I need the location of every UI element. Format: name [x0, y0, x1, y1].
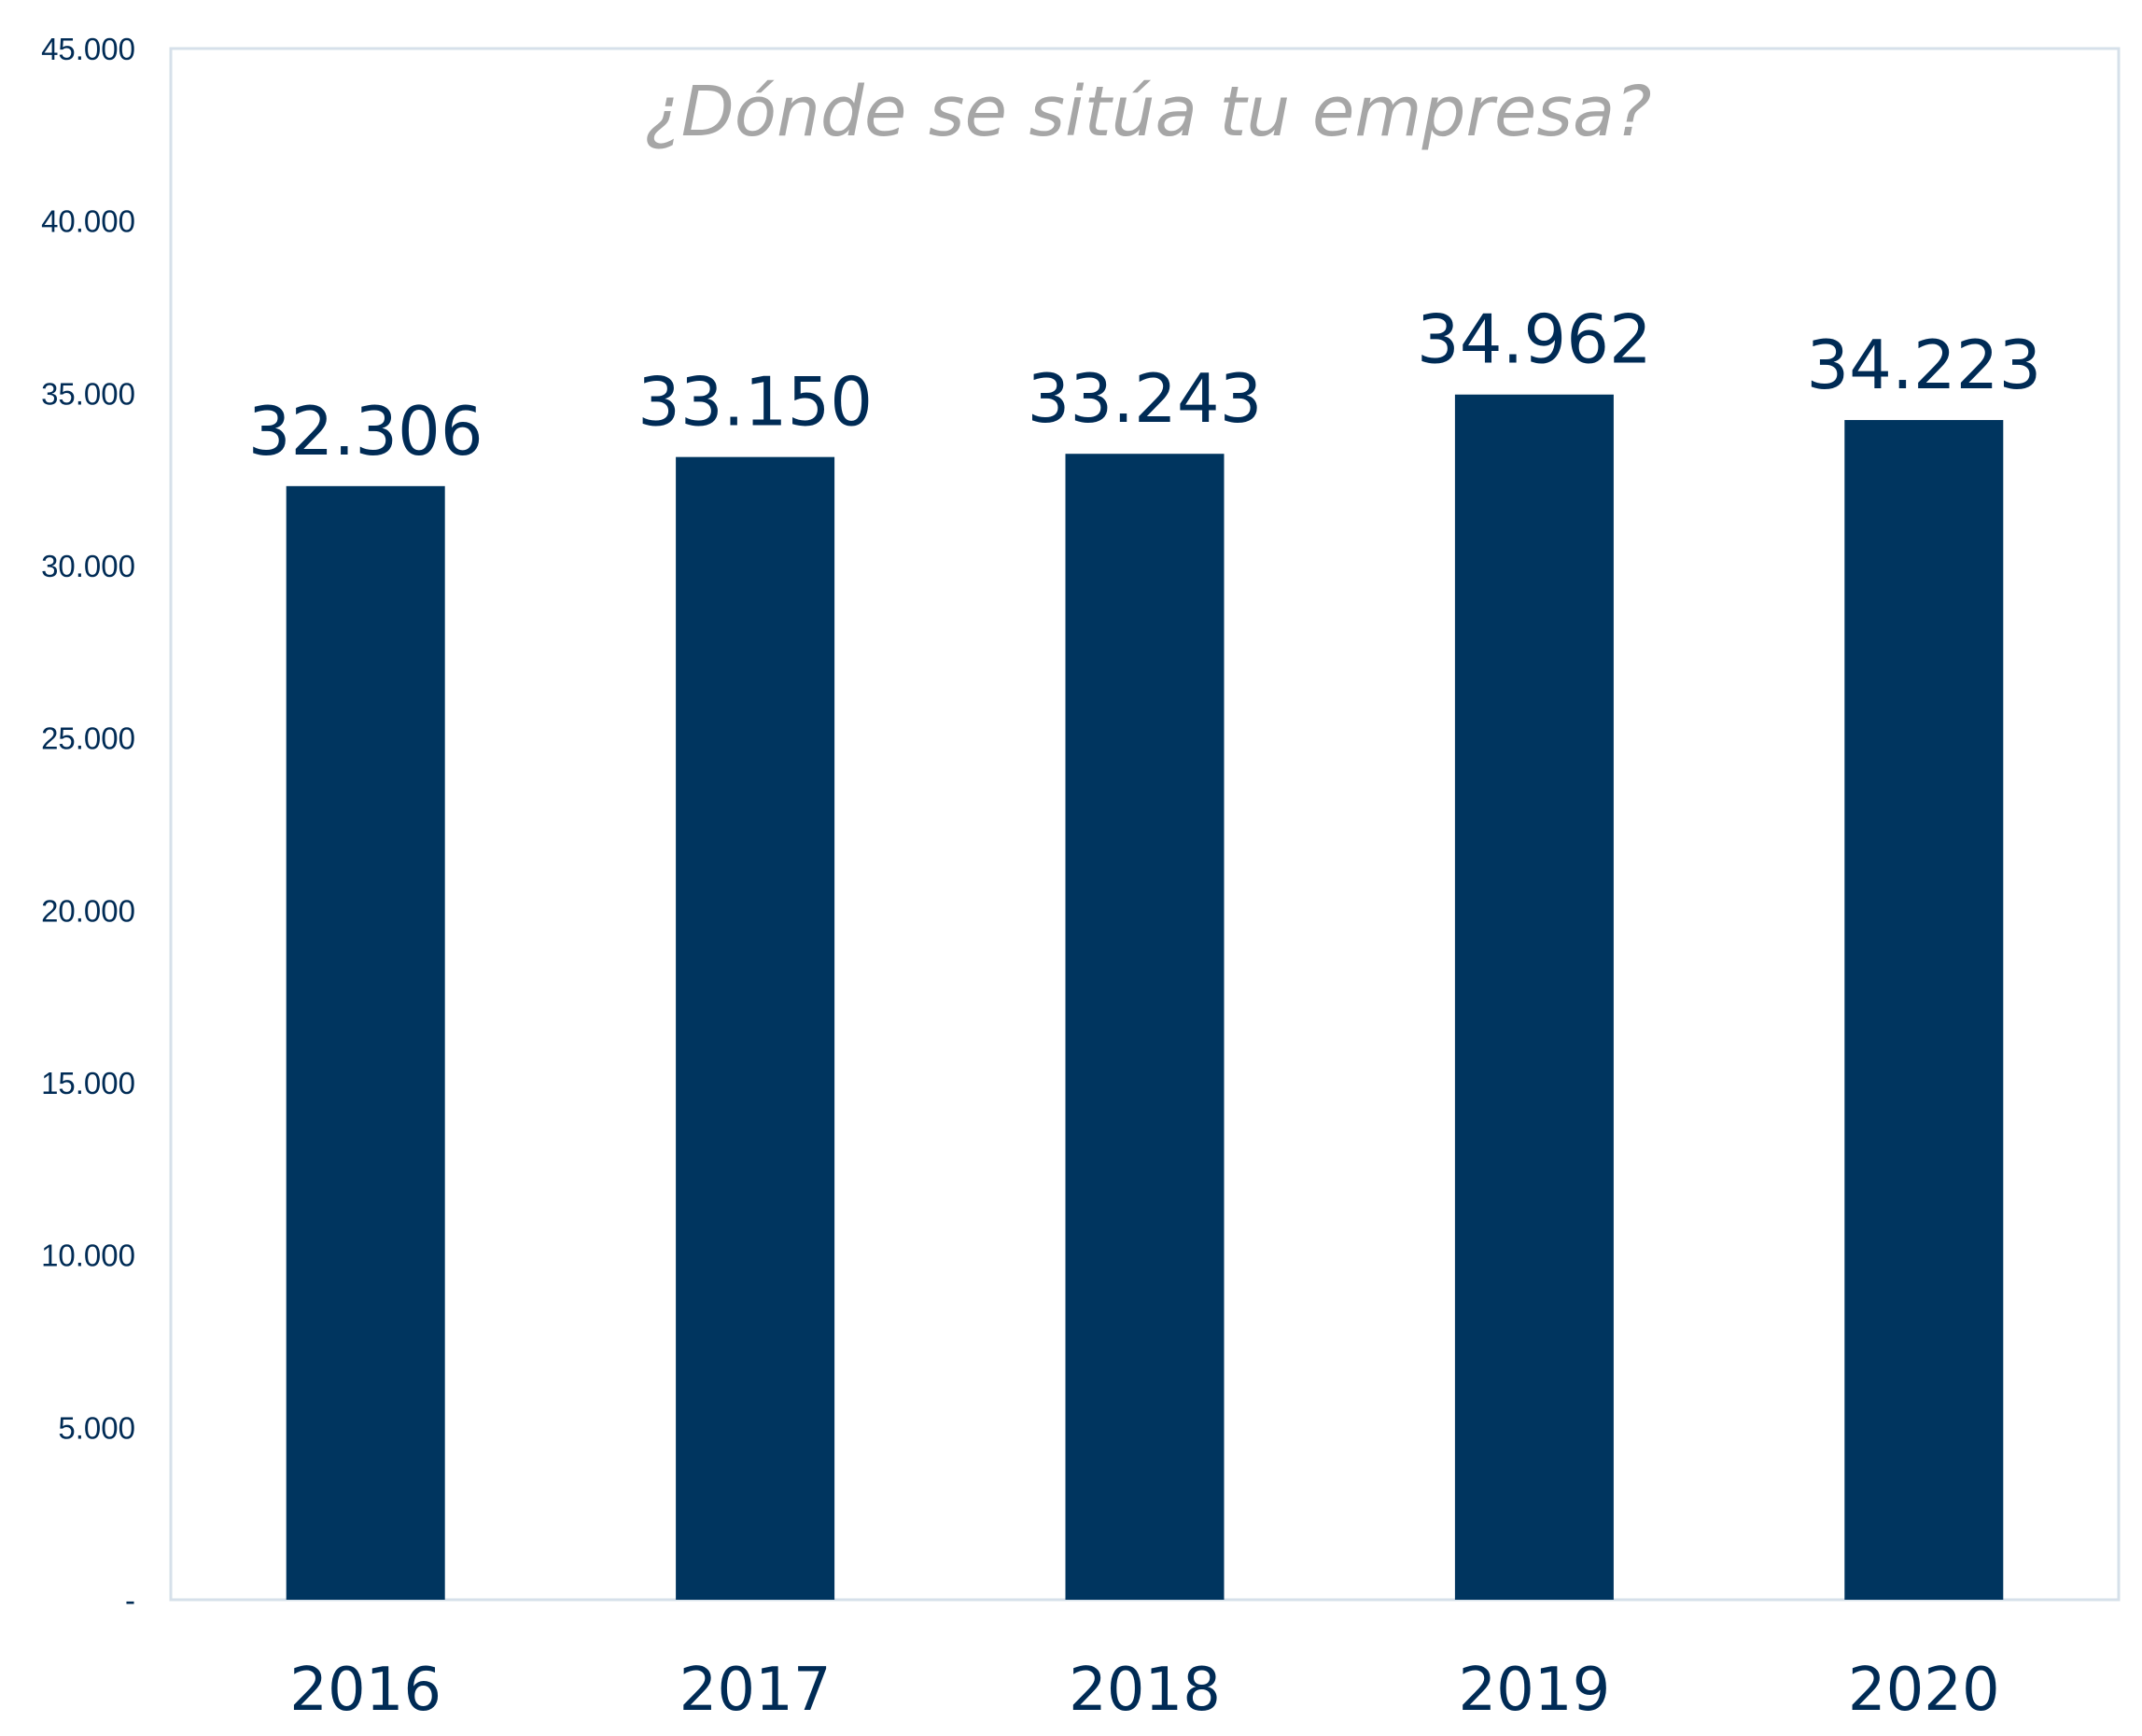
bar-2019: [1454, 394, 1614, 1600]
x-tick-label-2017: 2017: [679, 1656, 832, 1725]
data-label-2020: 34.223: [1806, 326, 2041, 404]
y-tick-label: 45.000: [41, 32, 135, 66]
y-tick-label: 30.000: [41, 549, 135, 583]
y-tick-label: 10.000: [41, 1239, 135, 1273]
y-tick-label: 15.000: [41, 1066, 135, 1100]
x-axis: 2016 2017 2018 2019 2020: [289, 1656, 1999, 1725]
x-tick-label-2016: 2016: [289, 1656, 441, 1725]
y-tick-label: 20.000: [41, 893, 135, 928]
chart-title: ¿Dónde se sitúa tu empresa?: [644, 72, 1651, 152]
bar-2016: [286, 485, 445, 1600]
bar-2020: [1844, 420, 2004, 1601]
x-tick-label-2018: 2018: [1069, 1656, 1221, 1725]
y-tick-label: 40.000: [41, 204, 135, 239]
bar-2018: [1065, 454, 1225, 1600]
y-tick-label: 5.000: [58, 1410, 135, 1445]
data-labels-group: 32.306 33.150 33.243 34.962 34.223: [248, 301, 2042, 470]
y-tick-label: -: [125, 1583, 135, 1617]
x-tick-label-2019: 2019: [1458, 1656, 1610, 1725]
data-label-2019: 34.962: [1417, 301, 1652, 379]
y-axis: - 5.000 10.000 15.000 20.000 25.000 30.000 35.0…: [41, 32, 135, 1617]
bar-2017: [676, 456, 835, 1600]
bars-group: [286, 394, 2004, 1601]
data-label-2017: 33.150: [637, 363, 873, 441]
data-label-2016: 32.306: [248, 392, 483, 470]
y-tick-label: 25.000: [41, 721, 135, 756]
data-label-2018: 33.243: [1028, 359, 1263, 438]
x-tick-label-2020: 2020: [1848, 1656, 2000, 1725]
y-tick-label: 35.000: [41, 376, 135, 411]
